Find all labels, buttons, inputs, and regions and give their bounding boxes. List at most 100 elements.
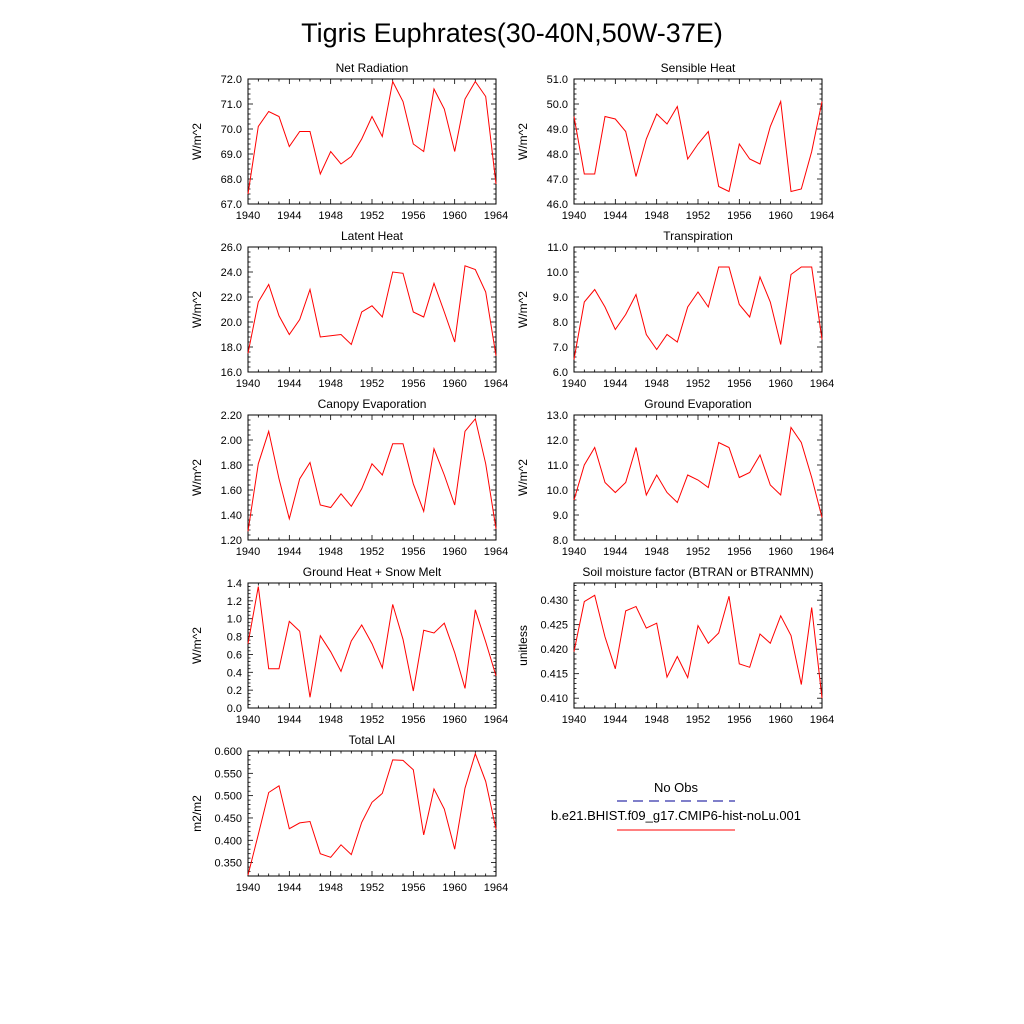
y-axis-label: W/m^2 bbox=[190, 459, 204, 496]
panel-3: Latent Heat W/m^2 1940 1944 1948 1952 1956 1960… bbox=[190, 229, 508, 390]
panel-4: Transpiration W/m^2 1940 1944 1948 1952 1956 19… bbox=[516, 229, 834, 390]
series-line bbox=[573, 426, 823, 518]
plot-frame bbox=[247, 78, 497, 205]
y-axis-label: W/m^2 bbox=[190, 627, 204, 664]
panel-title: Soil moisture factor (BTRAN or BTRANMN) bbox=[582, 565, 813, 579]
x-tick-label: 1944 bbox=[603, 210, 627, 222]
y-tick-label: 71.0 bbox=[221, 99, 242, 111]
x-tick-label: 1956 bbox=[727, 714, 751, 726]
x-tick-label: 1964 bbox=[484, 714, 508, 726]
panel-6: Ground Evaporation W/m^2 1940 1944 1948 1952 1… bbox=[516, 397, 834, 558]
y-tick-label: 0.450 bbox=[214, 813, 242, 825]
y-tick-label: 46.0 bbox=[547, 199, 568, 211]
y-tick-label: 0.550 bbox=[214, 768, 242, 780]
x-tick-label: 1964 bbox=[484, 210, 508, 222]
x-tick-label: 1952 bbox=[360, 882, 384, 894]
panel-title: Ground Heat + Snow Melt bbox=[303, 565, 442, 579]
y-tick-label: 11.0 bbox=[547, 460, 568, 472]
y-tick-label: 1.20 bbox=[221, 535, 242, 547]
y-tick-label: 9.0 bbox=[553, 510, 568, 522]
y-tick-label: 0.500 bbox=[214, 791, 242, 803]
y-tick-label: 0.8 bbox=[227, 632, 242, 644]
series-line bbox=[247, 417, 497, 532]
legend-obs-label: No Obs bbox=[654, 780, 699, 795]
plot-frame bbox=[573, 582, 823, 709]
x-tick-label: 1952 bbox=[686, 714, 710, 726]
x-tick-label: 1948 bbox=[644, 546, 668, 558]
x-tick-label: 1960 bbox=[442, 882, 466, 894]
y-axis-label: m2/m2 bbox=[190, 795, 204, 832]
panel-title: Ground Evaporation bbox=[644, 397, 751, 411]
legend: No Obs b.e21.BHIST.f09_g17.CMIP6-hist-no… bbox=[551, 780, 801, 831]
panel-title: Latent Heat bbox=[341, 229, 404, 243]
y-tick-label: 0.415 bbox=[540, 669, 568, 681]
x-tick-label: 1948 bbox=[644, 378, 668, 390]
y-tick-label: 48.0 bbox=[547, 149, 568, 161]
x-tick-label: 1956 bbox=[401, 378, 425, 390]
panel-9: Total LAI m2/m2 1940 1944 1948 1952 1956 1960 19… bbox=[190, 733, 508, 894]
x-tick-label: 1952 bbox=[360, 210, 384, 222]
y-tick-label: 9.0 bbox=[553, 292, 568, 304]
x-tick-label: 1960 bbox=[768, 714, 792, 726]
panel-2: Sensible Heat W/m^2 1940 1944 1948 1952 1956 19… bbox=[516, 61, 834, 222]
x-tick-label: 1960 bbox=[768, 210, 792, 222]
panel-8: Soil moisture factor (BTRAN or BTRANMN) u… bbox=[516, 565, 834, 726]
x-tick-label: 1964 bbox=[484, 378, 508, 390]
y-tick-label: 8.0 bbox=[553, 535, 568, 547]
y-tick-label: 0.350 bbox=[214, 858, 242, 870]
series-line bbox=[573, 594, 823, 699]
x-tick-label: 1960 bbox=[442, 546, 466, 558]
series-line bbox=[247, 79, 497, 195]
x-tick-label: 1952 bbox=[360, 714, 384, 726]
y-tick-label: 24.0 bbox=[221, 267, 242, 279]
y-tick-label: 8.0 bbox=[553, 317, 568, 329]
x-tick-label: 1956 bbox=[727, 378, 751, 390]
y-tick-label: 2.00 bbox=[221, 435, 242, 447]
x-tick-label: 1964 bbox=[810, 210, 834, 222]
y-tick-label: 10.0 bbox=[547, 267, 568, 279]
x-tick-label: 1964 bbox=[810, 378, 834, 390]
y-tick-label: 0.410 bbox=[540, 693, 568, 705]
y-tick-label: 47.0 bbox=[547, 174, 568, 186]
x-tick-label: 1944 bbox=[277, 714, 301, 726]
x-tick-label: 1956 bbox=[401, 882, 425, 894]
y-tick-label: 12.0 bbox=[547, 435, 568, 447]
y-tick-label: 2.20 bbox=[221, 410, 242, 422]
panel-5: Canopy Evaporation W/m^2 1940 1944 1948 1952 1… bbox=[190, 397, 508, 558]
x-tick-label: 1940 bbox=[562, 714, 586, 726]
x-tick-label: 1948 bbox=[318, 546, 342, 558]
series-line bbox=[247, 752, 497, 876]
y-tick-label: 18.0 bbox=[221, 342, 242, 354]
y-tick-label: 13.0 bbox=[547, 410, 568, 422]
y-tick-label: 1.40 bbox=[221, 510, 242, 522]
y-tick-label: 0.4 bbox=[227, 667, 242, 679]
y-tick-label: 0.425 bbox=[540, 620, 568, 632]
series-line bbox=[573, 266, 823, 360]
y-tick-label: 0.600 bbox=[214, 746, 242, 758]
figure-title: Tigris Euphrates(30-40N,50W-37E) bbox=[301, 18, 723, 48]
x-tick-label: 1960 bbox=[768, 378, 792, 390]
x-tick-label: 1956 bbox=[727, 210, 751, 222]
plot-frame bbox=[573, 246, 823, 373]
y-tick-label: 0.430 bbox=[540, 595, 568, 607]
x-tick-label: 1944 bbox=[277, 378, 301, 390]
x-tick-label: 1940 bbox=[562, 378, 586, 390]
y-axis-label: W/m^2 bbox=[516, 459, 530, 496]
panel-title: Sensible Heat bbox=[661, 61, 736, 75]
series-line bbox=[247, 265, 497, 356]
x-tick-label: 1952 bbox=[360, 378, 384, 390]
x-tick-label: 1948 bbox=[644, 210, 668, 222]
y-tick-label: 6.0 bbox=[553, 367, 568, 379]
y-tick-label: 51.0 bbox=[547, 74, 568, 86]
x-tick-label: 1956 bbox=[401, 546, 425, 558]
x-tick-label: 1944 bbox=[603, 378, 627, 390]
y-axis-label: W/m^2 bbox=[190, 291, 204, 328]
y-tick-label: 16.0 bbox=[221, 367, 242, 379]
x-tick-label: 1940 bbox=[236, 882, 260, 894]
y-tick-label: 0.6 bbox=[227, 649, 242, 661]
x-tick-label: 1956 bbox=[727, 546, 751, 558]
x-tick-label: 1960 bbox=[768, 546, 792, 558]
y-tick-label: 69.0 bbox=[221, 149, 242, 161]
x-tick-label: 1964 bbox=[484, 546, 508, 558]
